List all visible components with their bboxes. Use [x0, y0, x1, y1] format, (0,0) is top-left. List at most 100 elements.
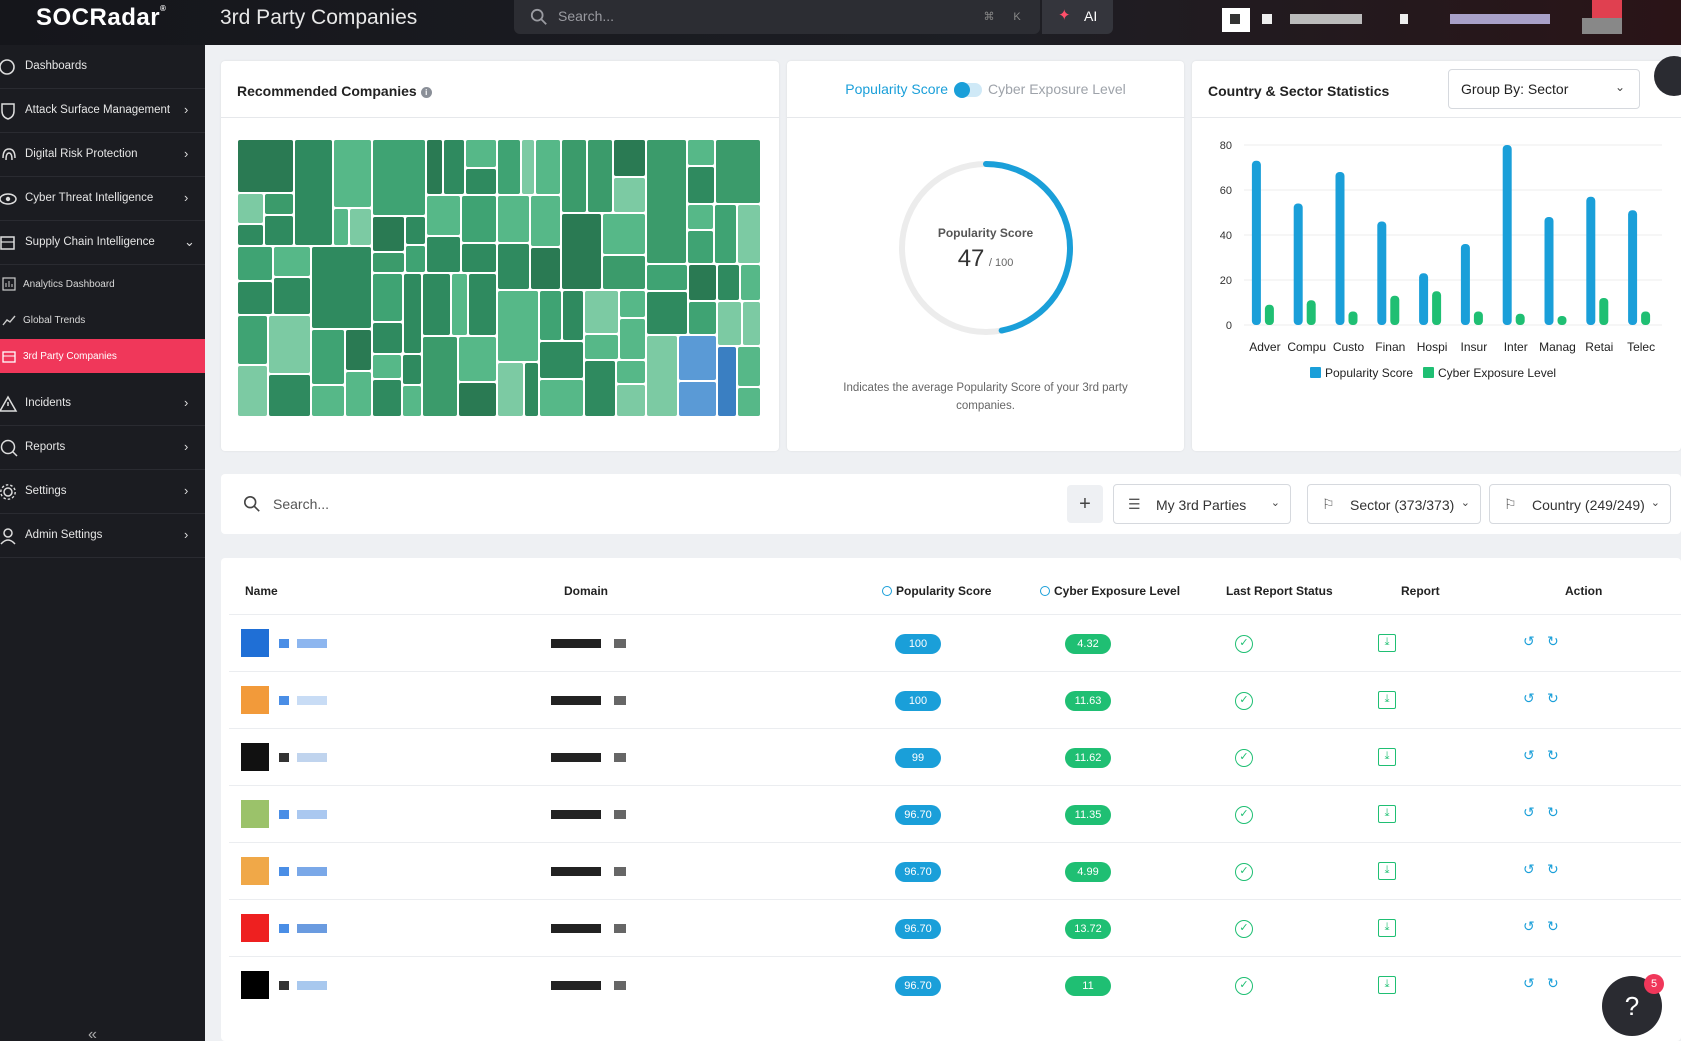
sidebar-item-incidents[interactable]: Incidents › [0, 382, 205, 426]
treemap-tile[interactable] [423, 337, 457, 416]
treemap-tile[interactable] [647, 292, 687, 334]
table-row[interactable]: 100 4.32 ✓ ⤓ ↺ ↻ [229, 614, 1681, 671]
collapse-sidebar-icon[interactable]: « [88, 1026, 97, 1041]
treemap-tile[interactable] [536, 140, 560, 194]
history-icon[interactable]: ↺ [1523, 918, 1535, 934]
treemap-tile[interactable] [562, 214, 601, 289]
refresh-icon[interactable]: ↻ [1547, 975, 1559, 991]
treemap-tile[interactable] [647, 336, 677, 416]
history-icon[interactable]: ↺ [1523, 861, 1535, 877]
side-panel-button[interactable] [1654, 56, 1681, 96]
column-header-exposure[interactable]: Cyber Exposure Level [1040, 584, 1180, 598]
history-icon[interactable]: ↺ [1523, 633, 1535, 649]
treemap-tile[interactable] [312, 247, 371, 328]
table-row[interactable]: 99 11.62 ✓ ⤓ ↺ ↻ [229, 728, 1681, 785]
refresh-icon[interactable]: ↻ [1547, 861, 1559, 877]
toggle-popularity-label[interactable]: Popularity Score [845, 81, 948, 97]
treemap-tile[interactable] [531, 248, 560, 289]
history-icon[interactable]: ↺ [1523, 975, 1535, 991]
treemap-tile[interactable] [531, 196, 560, 246]
treemap-tile[interactable] [373, 253, 404, 272]
sidebar-item-threat-intel[interactable]: Cyber Threat Intelligence › [0, 177, 205, 221]
refresh-icon[interactable]: ↻ [1547, 633, 1559, 649]
download-report-icon[interactable]: ⤓ [1378, 634, 1396, 652]
history-icon[interactable]: ↺ [1523, 747, 1535, 763]
treemap-tile[interactable] [647, 265, 687, 290]
treemap-tile[interactable] [620, 291, 645, 317]
download-report-icon[interactable]: ⤓ [1378, 862, 1396, 880]
treemap-tile[interactable] [373, 140, 425, 215]
treemap-tile[interactable] [617, 361, 645, 383]
global-search-input[interactable]: Search... ⌘ K [514, 0, 1040, 34]
treemap-tile[interactable] [718, 265, 739, 300]
score-switch[interactable] [953, 82, 982, 99]
treemap-tile[interactable] [269, 316, 310, 373]
treemap-tile[interactable] [562, 140, 586, 212]
treemap-tile[interactable] [459, 383, 496, 416]
treemap-tile[interactable] [688, 231, 713, 263]
treemap-tile[interactable] [238, 282, 272, 314]
treemap-tile[interactable] [498, 291, 538, 361]
treemap-tile[interactable] [312, 330, 344, 384]
treemap-tile[interactable] [238, 316, 267, 364]
treemap-tile[interactable] [563, 291, 583, 340]
treemap-tile[interactable] [688, 205, 713, 229]
treemap-tile[interactable] [718, 347, 736, 416]
table-row[interactable]: 96.70 4.99 ✓ ⤓ ↺ ↻ [229, 842, 1681, 899]
treemap-tile[interactable] [540, 380, 583, 416]
treemap-tile[interactable] [427, 140, 442, 194]
download-report-icon[interactable]: ⤓ [1378, 748, 1396, 766]
treemap-tile[interactable] [647, 140, 686, 263]
treemap-tile[interactable] [743, 302, 760, 345]
refresh-icon[interactable]: ↻ [1547, 690, 1559, 706]
treemap-tile[interactable] [718, 302, 741, 345]
treemap-tile[interactable] [427, 196, 460, 235]
treemap-tile[interactable] [498, 140, 520, 194]
download-report-icon[interactable]: ⤓ [1378, 976, 1396, 994]
treemap-tile[interactable] [738, 388, 760, 416]
treemap-tile[interactable] [679, 336, 716, 380]
treemap-tile[interactable] [403, 355, 421, 384]
treemap-tile[interactable] [373, 274, 402, 321]
treemap-tile[interactable] [312, 386, 344, 416]
treemap-tile[interactable] [274, 247, 310, 276]
sidebar-item-admin-settings[interactable]: Admin Settings › [0, 514, 205, 558]
treemap-tile[interactable] [585, 291, 618, 333]
treemap-tile[interactable] [238, 225, 263, 245]
user-area[interactable] [1210, 0, 1681, 45]
treemap-tile[interactable] [585, 335, 618, 359]
treemap-tile[interactable] [540, 342, 583, 378]
treemap-tile[interactable] [269, 375, 310, 416]
treemap-tile[interactable] [738, 205, 760, 263]
treemap-tile[interactable] [462, 196, 496, 242]
download-report-icon[interactable]: ⤓ [1378, 805, 1396, 823]
treemap-tile[interactable] [498, 244, 529, 289]
sidebar-subitem-analytics-dashboard[interactable]: Analytics Dashboard [0, 267, 205, 301]
table-row[interactable]: 100 11.63 ✓ ⤓ ↺ ↻ [229, 671, 1681, 728]
treemap-tile[interactable] [741, 265, 760, 300]
treemap-tile[interactable] [334, 140, 371, 207]
treemap-tile[interactable] [738, 347, 760, 386]
treemap-tile[interactable] [265, 194, 293, 214]
history-icon[interactable]: ↺ [1523, 804, 1535, 820]
refresh-icon[interactable]: ↻ [1547, 804, 1559, 820]
sidebar-item-digital-risk[interactable]: Digital Risk Protection › [0, 133, 205, 177]
sidebar-item-supply-chain[interactable]: Supply Chain Intelligence ⌄ [0, 221, 205, 265]
sidebar-subitem-3rd-party-companies[interactable]: 3rd Party Companies [0, 339, 205, 373]
refresh-icon[interactable]: ↻ [1547, 747, 1559, 763]
treemap-tile[interactable] [716, 140, 760, 203]
treemap-tile[interactable] [373, 323, 402, 353]
ai-button[interactable]: ✦ AI [1042, 0, 1113, 34]
column-header-popularity[interactable]: Popularity Score [882, 584, 991, 598]
treemap-tile[interactable] [603, 214, 645, 254]
treemap-tile[interactable] [525, 363, 538, 416]
treemap-tile[interactable] [346, 372, 371, 416]
treemap-tile[interactable] [346, 330, 371, 370]
recommended-companies-treemap[interactable] [237, 139, 761, 417]
treemap-tile[interactable] [295, 140, 332, 245]
treemap-tile[interactable] [350, 209, 371, 245]
treemap-tile[interactable] [603, 256, 645, 289]
treemap-tile[interactable] [265, 216, 293, 245]
treemap-tile[interactable] [373, 380, 401, 416]
treemap-tile[interactable] [444, 140, 464, 194]
